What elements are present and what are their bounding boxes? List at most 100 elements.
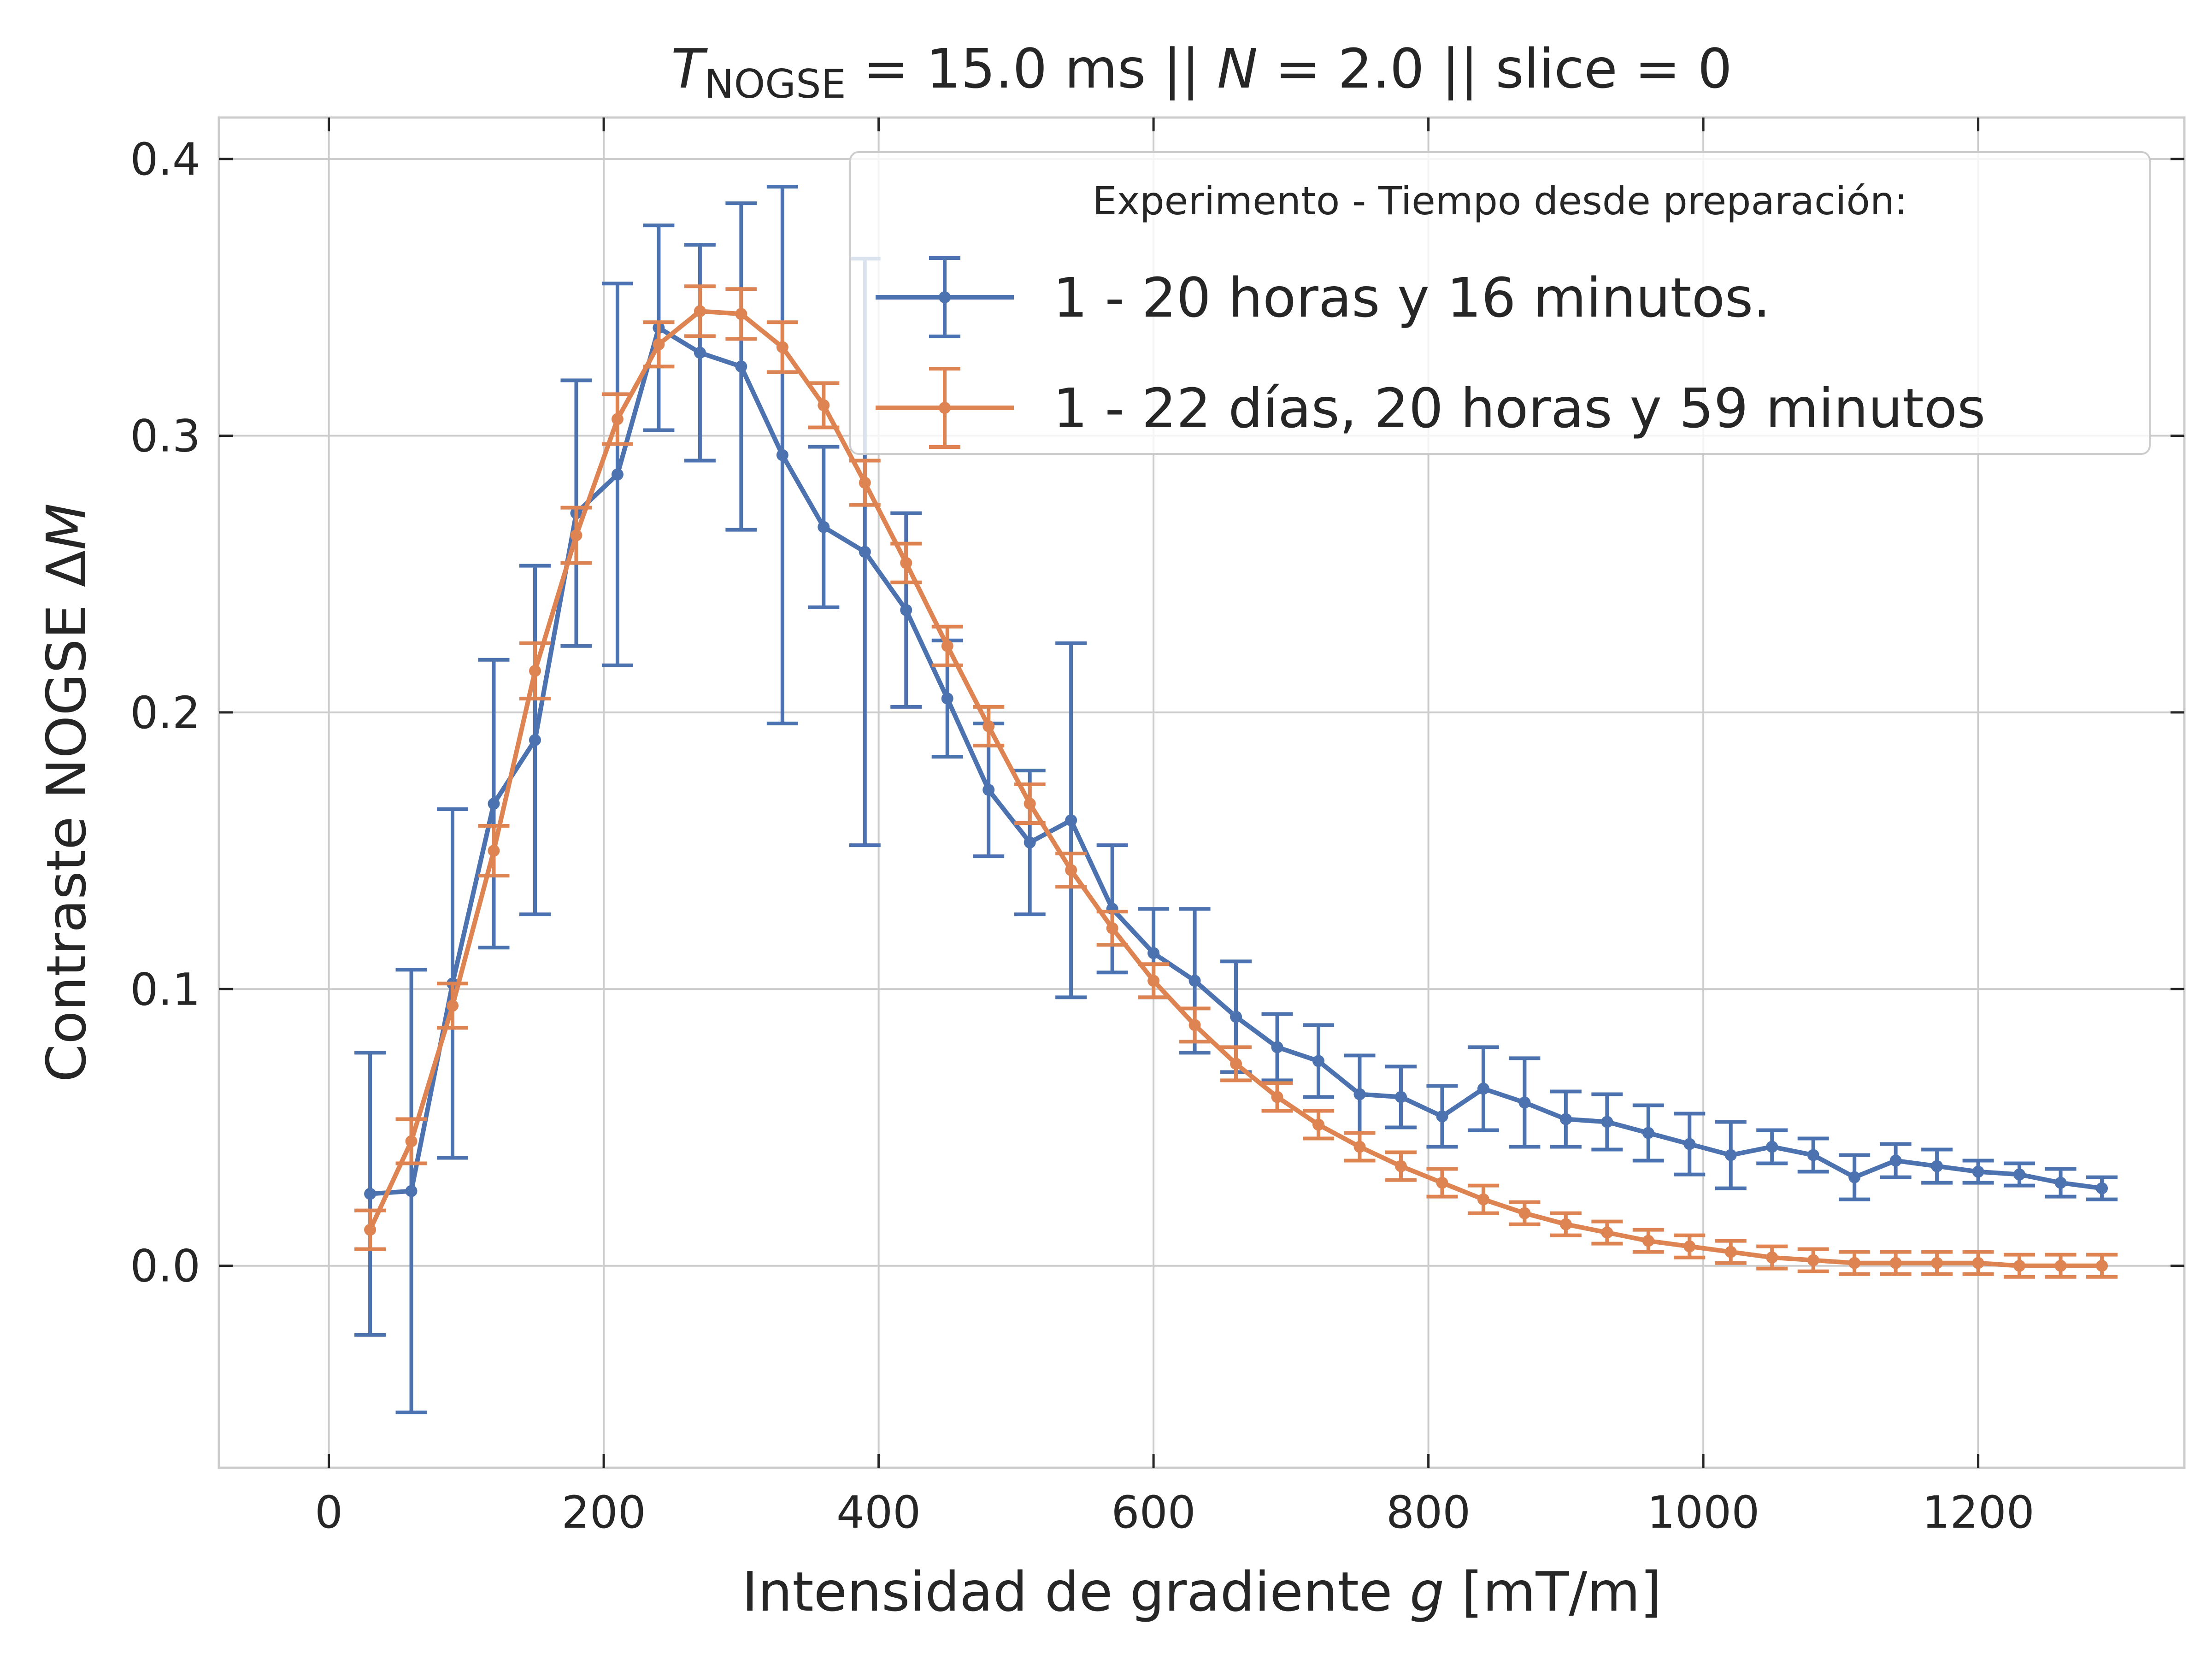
- data-point: [1766, 1141, 1778, 1153]
- x-tick-label: 800: [1386, 1487, 1471, 1538]
- series-2: [354, 284, 2118, 1279]
- legend-entries: 1 - 20 horas y 16 minutos. 1 - 22 días, 2…: [876, 256, 1986, 449]
- title-n-symbol: N: [1217, 37, 1258, 100]
- data-point: [1188, 975, 1201, 987]
- series-layer: [354, 185, 2118, 1414]
- data-point: [900, 604, 912, 616]
- data-point: [1230, 1058, 1242, 1070]
- y-axis-label-prefix: Contraste NOGSE Δ: [35, 550, 98, 1082]
- data-point: [1518, 1096, 1531, 1109]
- data-point: [1848, 1171, 1861, 1183]
- y-tick-label: 0.4: [130, 134, 200, 185]
- data-point: [1642, 1235, 1654, 1247]
- data-point: [1312, 1118, 1325, 1131]
- data-point: [364, 1224, 377, 1236]
- data-point: [1188, 1019, 1201, 1031]
- title-t-rest: = 15.0 ms ||: [846, 37, 1217, 100]
- legend-entry: 1 - 22 días, 20 horas y 59 minutos: [876, 367, 1986, 449]
- x-tick-label: 200: [561, 1487, 646, 1538]
- data-point: [735, 308, 747, 320]
- legend-title: Experimento - Tiempo desde preparación:: [1093, 178, 1908, 224]
- title-t-subscript: NOGSE: [704, 61, 846, 107]
- y-tick-label: 0.3: [130, 410, 200, 462]
- axis-ticks: 0 200 400 600 800 1000 1200 0.0 0.1 0.2 0.3 0.4: [130, 118, 2184, 1538]
- data-point: [1312, 1055, 1325, 1067]
- data-point: [818, 399, 830, 412]
- data-point: [1601, 1226, 1613, 1239]
- data-point: [1807, 1149, 1819, 1161]
- data-point: [859, 477, 871, 489]
- data-point: [776, 449, 788, 461]
- x-tick-label: 1200: [1922, 1487, 2034, 1538]
- x-tick-label: 1000: [1647, 1487, 1759, 1538]
- x-axis-label-prefix: Intensidad de gradiente: [742, 1560, 1410, 1624]
- data-point: [1353, 1088, 1366, 1100]
- data-point: [1477, 1082, 1489, 1095]
- data-point: [1518, 1207, 1531, 1219]
- x-tick-label: 0: [315, 1487, 343, 1538]
- data-point: [1766, 1251, 1778, 1264]
- data-point: [1889, 1154, 1902, 1167]
- data-point: [776, 341, 788, 353]
- data-point: [1147, 975, 1160, 987]
- data-point: [2054, 1177, 2067, 1189]
- legend-label: 1 - 22 días, 20 horas y 59 minutos: [1053, 377, 1986, 440]
- plot-frame: [218, 116, 2186, 1469]
- data-point: [1642, 1127, 1654, 1139]
- data-point: [1972, 1165, 1984, 1178]
- data-point: [1601, 1116, 1613, 1128]
- data-point: [1889, 1257, 1902, 1269]
- y-tick-label: 0.1: [130, 964, 200, 1015]
- data-point: [1848, 1257, 1861, 1269]
- title-t-symbol: T: [671, 37, 708, 100]
- data-point: [1271, 1041, 1283, 1053]
- x-axis-label-var: g: [1410, 1560, 1444, 1624]
- data-point: [900, 557, 912, 569]
- data-point: [1724, 1149, 1737, 1161]
- data-point: [364, 1188, 377, 1200]
- data-point: [1024, 798, 1036, 810]
- data-point: [1436, 1177, 1448, 1189]
- data-point: [694, 347, 706, 359]
- legend-marker: [939, 402, 951, 414]
- y-axis-label-var: M: [35, 503, 98, 550]
- data-point: [818, 521, 830, 533]
- legend: Experimento - Tiempo desde preparación: …: [849, 151, 2151, 455]
- x-tick-label: 400: [836, 1487, 921, 1538]
- legend-label: 1 - 20 horas y 16 minutos.: [1053, 266, 1771, 329]
- data-point: [1065, 864, 1077, 877]
- data-point: [1972, 1257, 1984, 1269]
- data-point: [1559, 1218, 1572, 1230]
- data-point: [1271, 1091, 1283, 1103]
- data-point: [735, 360, 747, 373]
- data-point: [1683, 1240, 1696, 1253]
- data-point: [447, 1000, 459, 1012]
- data-point: [1724, 1246, 1737, 1258]
- data-point: [488, 798, 500, 810]
- title-n-rest: = 2.0 || slice = 0: [1258, 37, 1732, 100]
- data-point: [2096, 1259, 2108, 1272]
- data-point: [1230, 1011, 1242, 1023]
- data-point: [694, 305, 706, 318]
- x-axis-label-suffix: [mT/m]: [1444, 1560, 1661, 1624]
- data-point: [859, 546, 871, 558]
- data-point: [1477, 1193, 1489, 1206]
- data-point: [1931, 1257, 1943, 1269]
- data-point: [941, 640, 953, 652]
- data-point: [2013, 1168, 2026, 1181]
- legend-entry: 1 - 20 horas y 16 minutos.: [876, 256, 1771, 338]
- data-point: [570, 529, 582, 541]
- data-point: [611, 413, 624, 425]
- data-point: [1353, 1141, 1366, 1153]
- data-point: [1436, 1110, 1448, 1123]
- data-point: [2096, 1182, 2108, 1194]
- legend-box: [849, 151, 2151, 455]
- data-point: [529, 665, 541, 677]
- data-point: [982, 720, 995, 732]
- legend-marker: [939, 291, 951, 303]
- data-point: [405, 1135, 418, 1147]
- x-axis-label: Intensidad de gradiente g [mT/m]: [742, 1560, 1662, 1624]
- x-tick-label: 600: [1111, 1487, 1195, 1538]
- data-point: [653, 338, 665, 351]
